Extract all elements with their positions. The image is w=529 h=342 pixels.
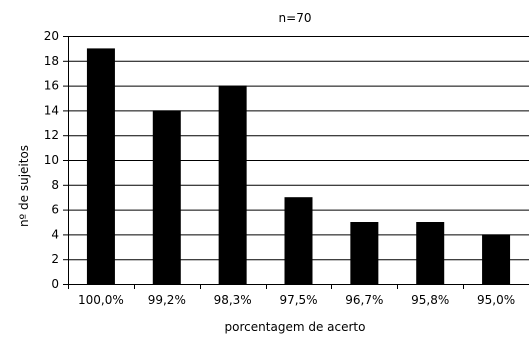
bar: [152, 110, 181, 285]
y-tick-label: 0: [51, 277, 59, 291]
bars: [86, 48, 511, 285]
bar: [482, 234, 511, 284]
y-tick-label: 20: [44, 29, 59, 43]
y-tick-label: 2: [51, 252, 59, 266]
x-tick-label: 96,7%: [345, 293, 383, 307]
y-tick-labels: 0 2 4 6 8 10 12 14 16 18 20: [44, 29, 59, 291]
y-tick-label: 14: [44, 103, 59, 117]
bar: [218, 85, 247, 284]
chart-title: n=70: [279, 11, 312, 25]
y-tick-label: 8: [51, 178, 59, 192]
y-tick-label: 18: [44, 54, 59, 68]
bar: [350, 222, 379, 284]
y-tick-label: 12: [44, 128, 59, 142]
bar: [416, 222, 445, 284]
y-tick-label: 6: [51, 203, 59, 217]
x-tick-label: 98,3%: [214, 293, 252, 307]
x-tick-label: 97,5%: [279, 293, 317, 307]
y-tick-label: 16: [44, 79, 59, 93]
y-axis-title: nº de sujeitos: [17, 145, 31, 227]
axes: [63, 36, 529, 289]
x-axis-title: porcentagem de acerto: [225, 320, 366, 334]
y-tick-label: 10: [44, 153, 59, 167]
x-tick-label: 99,2%: [148, 293, 186, 307]
x-tick-label: 95,0%: [477, 293, 515, 307]
x-tick-labels: 100,0% 99,2% 98,3% 97,5% 96,7% 95,8% 95,0%: [78, 293, 515, 307]
y-tick-label: 4: [51, 227, 59, 241]
grid-lines: [68, 36, 529, 261]
bar: [284, 197, 313, 284]
x-tick-label: 95,8%: [411, 293, 449, 307]
bar: [86, 48, 115, 285]
x-tick-label: 100,0%: [78, 293, 124, 307]
